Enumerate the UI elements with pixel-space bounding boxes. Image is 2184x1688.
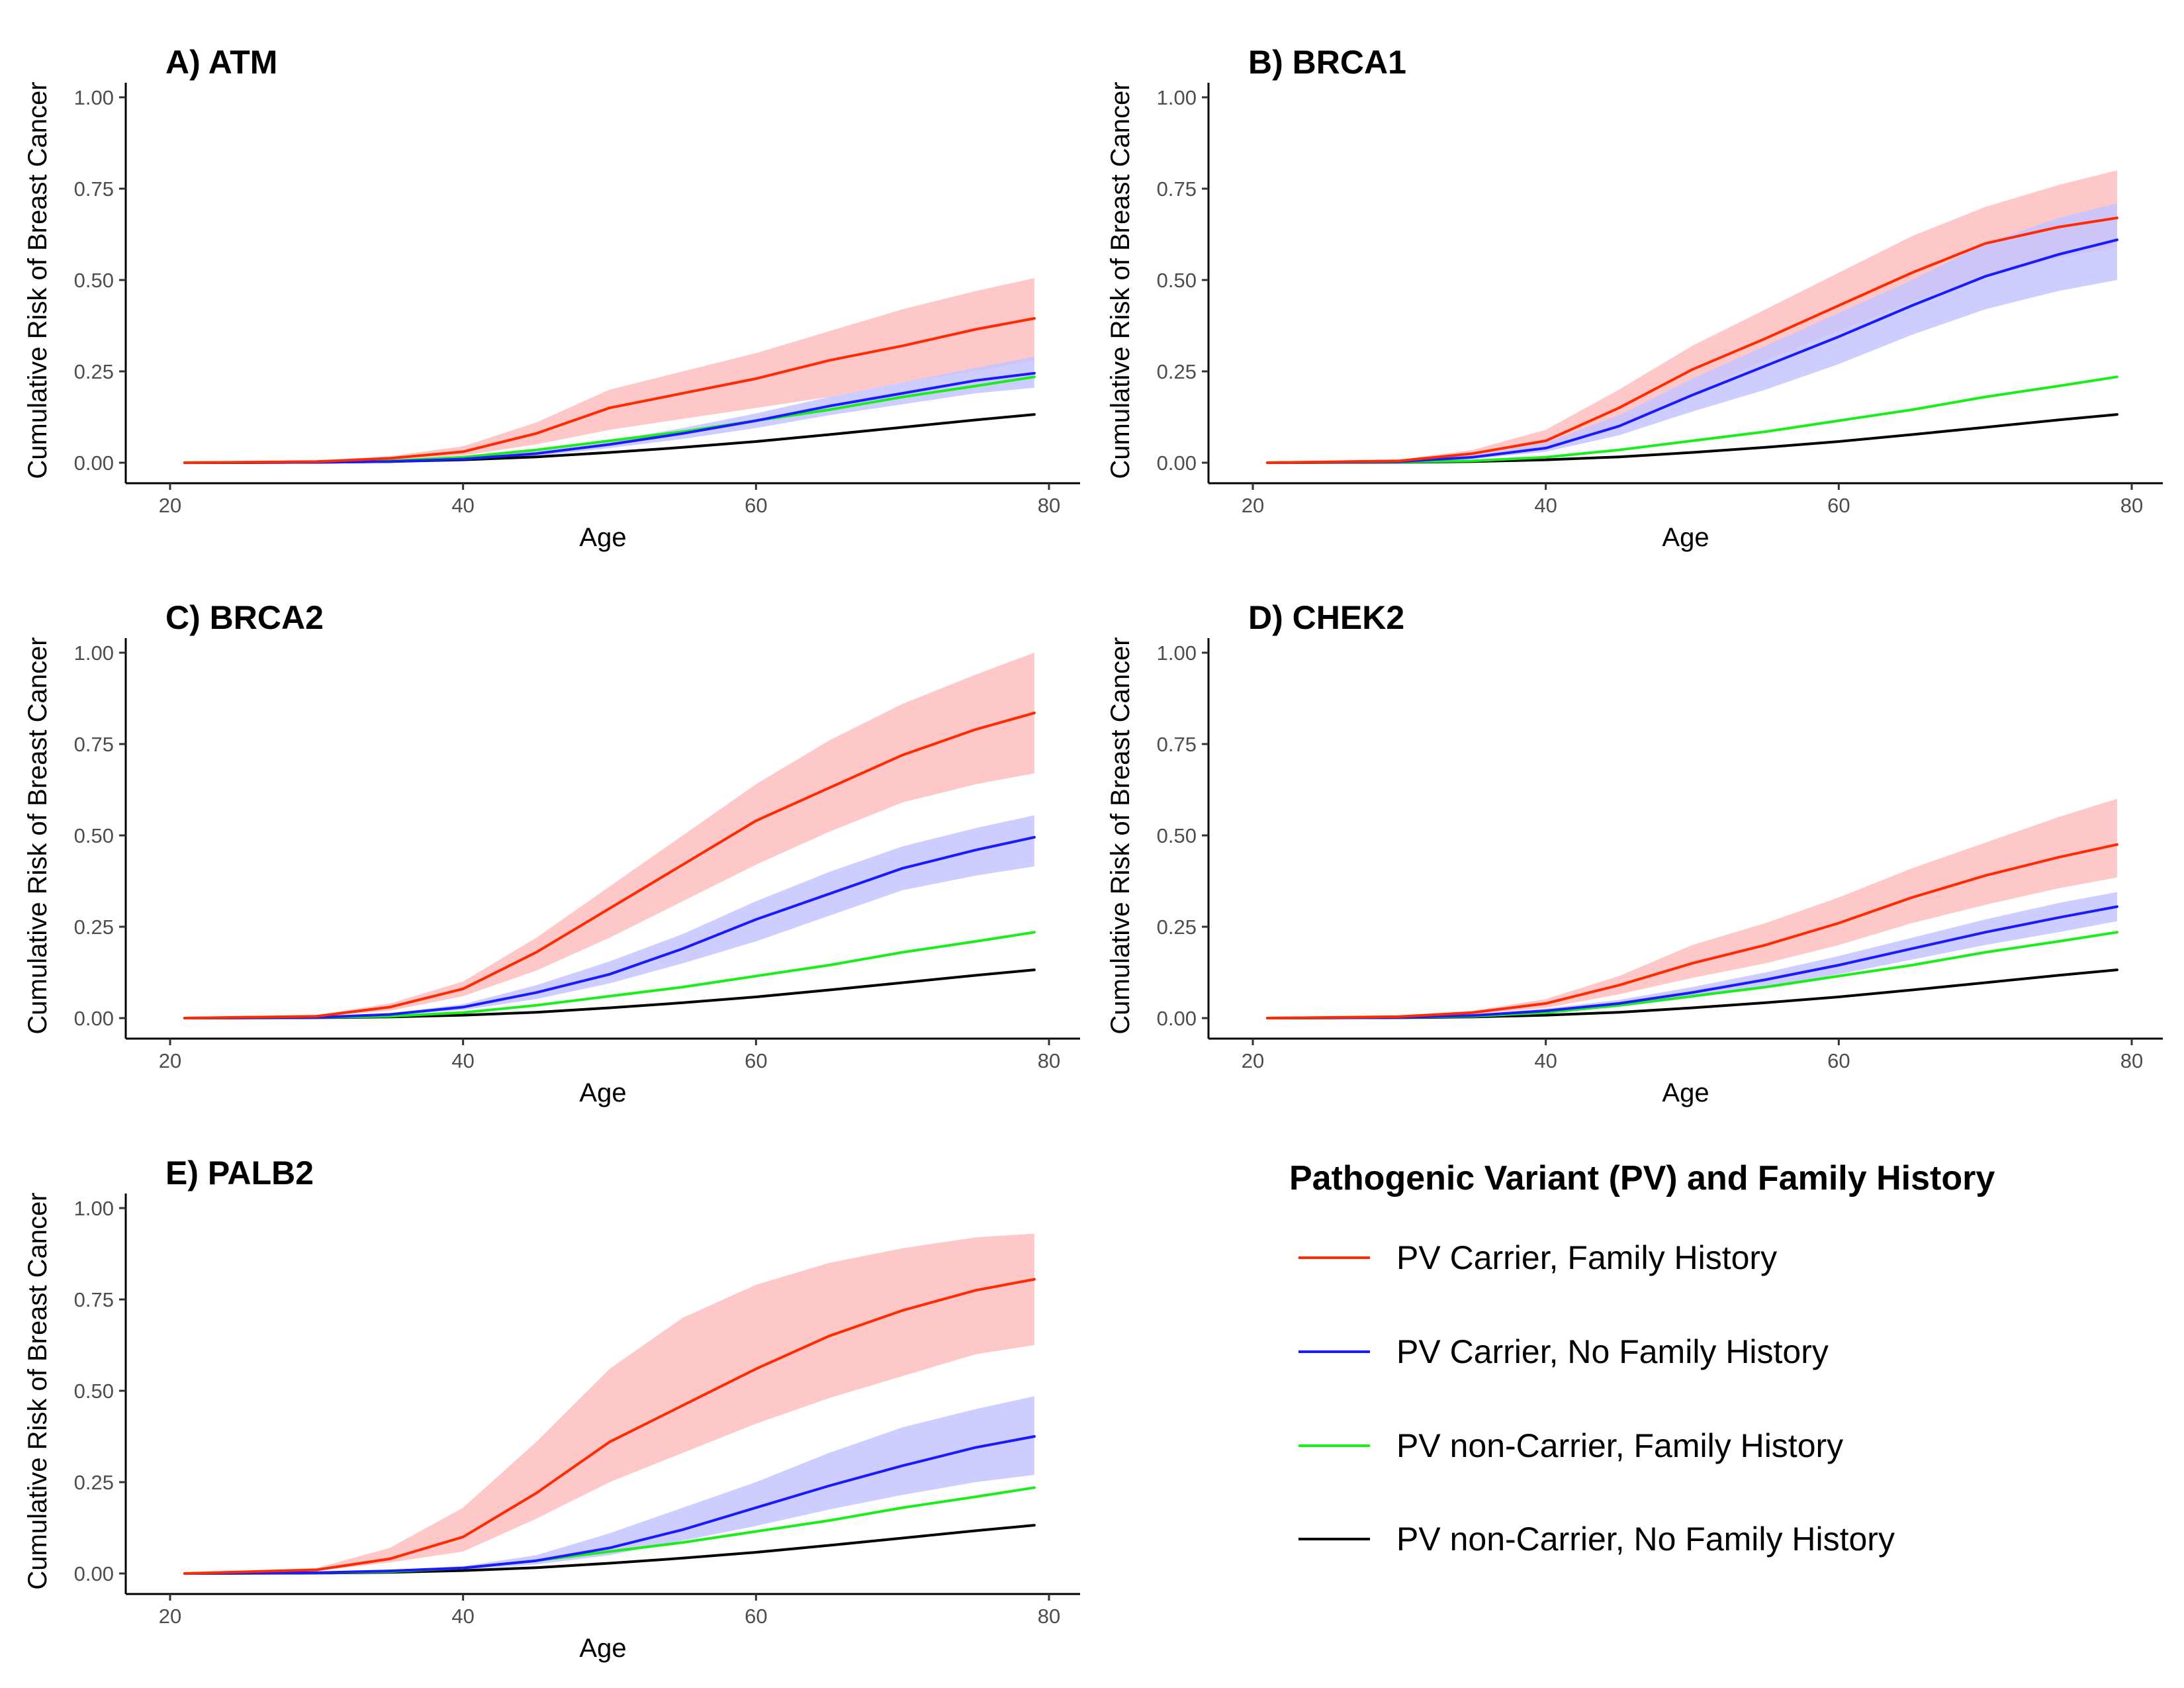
y-axis-title: Cumulative Risk of Breast Cancer: [23, 1192, 52, 1589]
x-tick-label: 60: [745, 494, 767, 517]
y-tick-label: 0.25: [74, 360, 114, 383]
confidence-band-pv-carrier-no-family-history: [185, 815, 1034, 1018]
y-tick-label: 1.00: [74, 86, 114, 109]
legend-label-pv-carrier-family-history: PV Carrier, Family History: [1396, 1239, 1777, 1276]
chart-panel-b-brca1: B) BRCA1 0.00 0.25 0.50 0.75 1.00 20 40 60 80 Age C…: [1106, 44, 2163, 552]
series-line-pv-non-carrier-no-family-history: [1266, 413, 2118, 464]
y-tick-label: 0.50: [1157, 824, 1197, 847]
x-tick-label: 60: [745, 1605, 767, 1628]
x-tick-label: 40: [451, 1605, 474, 1628]
confidence-band-pv-carrier-no-family-history: [185, 1396, 1034, 1573]
y-tick-label: 0.25: [74, 1471, 114, 1494]
legend-label-pv-carrier-no-family-history: PV Carrier, No Family History: [1396, 1333, 1829, 1370]
confidence-band-pv-carrier-family-history: [1267, 798, 2117, 1018]
y-tick-label: 0.75: [74, 1288, 114, 1311]
x-tick-label: 40: [451, 1049, 474, 1072]
series-line-pv-carrier-no-family-history: [1266, 238, 2118, 464]
x-tick-label: 60: [1827, 494, 1850, 517]
legend-item: PV Carrier, Family History: [1298, 1239, 1777, 1276]
series-line-pv-carrier-family-history: [1266, 843, 2118, 1019]
y-axis-title: Cumulative Risk of Breast Cancer: [23, 637, 52, 1034]
x-tick-label: 20: [159, 494, 181, 517]
series-line-pv-non-carrier-family-history: [183, 931, 1036, 1019]
legend-label-pv-non-carrier-family-history: PV non-Carrier, Family History: [1396, 1427, 1843, 1464]
x-tick-label: 20: [1242, 494, 1264, 517]
legend: Pathogenic Variant (PV) and Family Histo…: [1289, 1159, 1995, 1558]
y-tick-label: 0.50: [74, 269, 114, 292]
series-line-pv-carrier-family-history: [183, 317, 1036, 464]
x-tick-label: 40: [1534, 1049, 1557, 1072]
y-axis-title: Cumulative Risk of Breast Cancer: [1106, 637, 1135, 1034]
x-axis-title: Age: [579, 1634, 626, 1663]
x-tick-label: 80: [1038, 494, 1060, 517]
legend-label-pv-non-carrier-no-family-history: PV non-Carrier, No Family History: [1396, 1521, 1895, 1558]
y-tick-label: 1.00: [74, 641, 114, 665]
legend-item: PV non-Carrier, Family History: [1298, 1427, 1843, 1464]
y-tick-label: 0.75: [74, 177, 114, 201]
y-tick-label: 0.00: [74, 1562, 114, 1585]
series-line-pv-non-carrier-family-history: [183, 1486, 1036, 1575]
y-tick-label: 0.75: [1157, 177, 1197, 201]
series-line-pv-carrier-no-family-history: [1266, 905, 2118, 1019]
x-tick-label: 80: [2120, 1049, 2143, 1072]
chart-panel-c-brca2: C) BRCA2 0.00 0.25 0.50 0.75 1.00 20 40 60 80 Age C…: [23, 599, 1080, 1107]
y-tick-label: 0.00: [1157, 1007, 1197, 1030]
y-tick-label: 0.25: [1157, 360, 1197, 383]
y-tick-label: 1.00: [74, 1197, 114, 1220]
x-tick-label: 80: [2120, 494, 2143, 517]
x-tick-label: 20: [159, 1049, 181, 1072]
y-tick-label: 0.00: [74, 451, 114, 475]
y-tick-label: 0.00: [1157, 451, 1197, 475]
x-axis-title: Age: [1662, 523, 1709, 552]
x-axis-title: Age: [579, 523, 626, 552]
confidence-band-pv-carrier-family-history: [185, 653, 1034, 1018]
panels: A) ATM 0.00 0.25 0.50 0.75 1.00 20 40 60 80 Age Cum…: [23, 44, 2163, 1663]
y-tick-label: 0.50: [74, 1380, 114, 1403]
series-line-pv-carrier-no-family-history: [183, 835, 1036, 1019]
legend-title: Pathogenic Variant (PV) and Family Histo…: [1289, 1159, 1995, 1197]
series-line-pv-carrier-family-history: [183, 1278, 1036, 1575]
confidence-band-pv-carrier-family-history: [185, 278, 1034, 463]
x-tick-label: 40: [451, 494, 474, 517]
panel-title: C) BRCA2: [165, 599, 324, 636]
series-line-pv-carrier-no-family-history: [183, 371, 1036, 464]
x-tick-label: 20: [159, 1605, 181, 1628]
x-tick-label: 80: [1038, 1605, 1060, 1628]
y-tick-label: 0.25: [1157, 915, 1197, 939]
x-tick-label: 60: [1827, 1049, 1850, 1072]
confidence-band-pv-carrier-family-history: [185, 1233, 1034, 1573]
y-tick-label: 1.00: [1157, 86, 1197, 109]
panel-title: B) BRCA1: [1248, 44, 1406, 81]
series-line-pv-carrier-family-history: [183, 712, 1036, 1019]
y-tick-label: 1.00: [1157, 641, 1197, 665]
y-axis-title: Cumulative Risk of Breast Cancer: [1106, 81, 1135, 479]
y-tick-label: 0.50: [74, 824, 114, 847]
confidence-band-pv-carrier-no-family-history: [1267, 203, 2117, 463]
y-tick-label: 0.50: [1157, 269, 1197, 292]
series-line-pv-carrier-no-family-history: [183, 1435, 1036, 1575]
y-tick-label: 0.75: [1157, 733, 1197, 756]
chart-panel-d-chek2: D) CHEK2 0.00 0.25 0.50 0.75 1.00 20 40 60 80 Age C…: [1106, 599, 2163, 1107]
series-line-pv-non-carrier-family-history: [1266, 375, 2118, 464]
y-tick-label: 0.75: [74, 733, 114, 756]
series-line-pv-carrier-family-history: [1266, 216, 2118, 464]
panel-title: D) CHEK2: [1248, 599, 1404, 636]
confidence-band-pv-carrier-family-history: [1267, 170, 2117, 463]
x-tick-label: 60: [745, 1049, 767, 1072]
x-tick-label: 20: [1242, 1049, 1264, 1072]
panel-title: E) PALB2: [165, 1154, 314, 1192]
x-axis-title: Age: [1662, 1078, 1709, 1107]
y-tick-label: 0.25: [74, 915, 114, 939]
y-tick-label: 0.00: [74, 1007, 114, 1030]
legend-item: PV non-Carrier, No Family History: [1298, 1521, 1895, 1558]
x-tick-label: 40: [1534, 494, 1557, 517]
chart-panel-e-palb2: E) PALB2 0.00 0.25 0.50 0.75 1.00 20 40 60 80 Age C…: [23, 1154, 1080, 1663]
x-tick-label: 80: [1038, 1049, 1060, 1072]
x-axis-title: Age: [579, 1078, 626, 1107]
chart-panel-a-atm: A) ATM 0.00 0.25 0.50 0.75 1.00 20 40 60 80 Age Cum…: [23, 44, 1080, 552]
panel-title: A) ATM: [165, 44, 277, 81]
legend-item: PV Carrier, No Family History: [1298, 1333, 1829, 1370]
y-axis-title: Cumulative Risk of Breast Cancer: [23, 81, 52, 479]
